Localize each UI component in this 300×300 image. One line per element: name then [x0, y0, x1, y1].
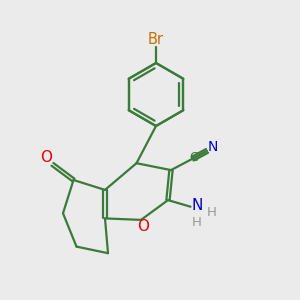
- Text: O: O: [137, 219, 149, 234]
- Text: N: N: [208, 140, 218, 154]
- Text: H: H: [192, 216, 202, 229]
- Text: O: O: [40, 150, 52, 165]
- Text: H: H: [207, 206, 216, 219]
- Text: Br: Br: [148, 32, 164, 47]
- Text: N: N: [191, 198, 203, 213]
- Text: C: C: [190, 151, 199, 164]
